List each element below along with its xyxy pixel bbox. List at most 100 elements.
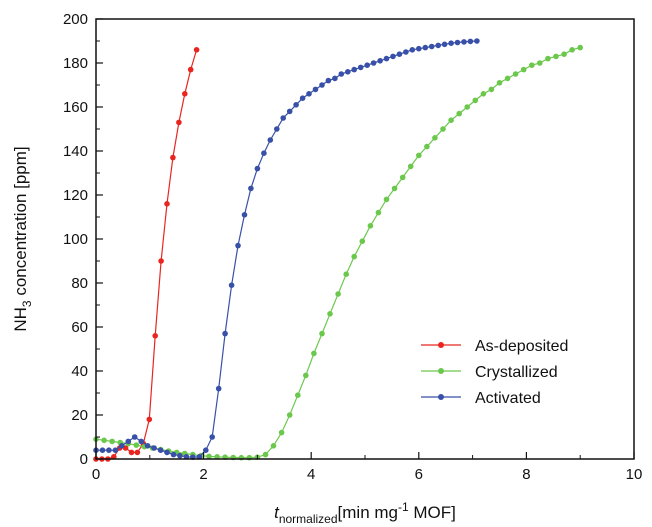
data-point-crystallized-48	[480, 91, 487, 97]
data-point-activated-44	[377, 58, 383, 64]
legend: As-deposited Crystallized Activated	[421, 338, 568, 407]
data-point-activated-34	[312, 86, 319, 93]
data-point-activated-3	[112, 447, 119, 454]
data-point-crystallized-31	[343, 271, 350, 278]
data-point-activated-41	[357, 64, 364, 71]
x-tick-label: 6	[415, 466, 423, 483]
data-point-activated-51	[422, 44, 429, 51]
data-point-crystallized-40	[416, 152, 422, 159]
data-point-crystallized-54	[529, 62, 535, 68]
y-tick-label: 180	[63, 55, 88, 72]
plot-frame	[95, 18, 635, 460]
data-point-activated-55	[448, 40, 454, 46]
data-point-activated-13	[177, 452, 183, 459]
data-point-crystallized-59	[569, 47, 575, 53]
data-point-activated-10	[157, 447, 164, 454]
series-line-as-deposited	[96, 49, 198, 460]
data-point-activated-17	[203, 447, 209, 454]
data-point-crystallized-34	[367, 223, 374, 229]
data-point-crystallized-56	[545, 55, 551, 62]
data-point-activated-11	[164, 449, 170, 456]
data-point-crystallized-44	[448, 117, 454, 123]
data-point-activated-21	[228, 282, 235, 289]
data-point-activated-56	[454, 39, 461, 46]
data-point-crystallized-5	[133, 442, 140, 448]
y-tick-label: 100	[63, 231, 88, 248]
data-point-as-deposited-6	[128, 449, 135, 456]
data-point-activated-12	[170, 451, 177, 458]
y-tick-label: 160	[63, 99, 88, 116]
data-point-as-deposited-12	[164, 201, 170, 207]
data-point-as-deposited-10	[152, 333, 158, 339]
data-point-activated-49	[409, 47, 416, 53]
data-point-crystallized-30	[335, 291, 341, 297]
y-tick-label: 120	[63, 187, 88, 204]
data-point-crystallized-36	[383, 196, 390, 203]
data-point-activated-16	[196, 454, 203, 460]
legend-item-crystallized: Crystallized	[421, 364, 558, 381]
data-point-activated-52	[428, 43, 435, 50]
data-point-crystallized-26	[303, 372, 309, 379]
data-point-crystallized-52	[512, 71, 519, 77]
data-point-crystallized-39	[407, 163, 414, 170]
data-point-as-deposited-9	[146, 416, 153, 423]
data-point-activated-7	[138, 438, 144, 445]
data-point-crystallized-1	[101, 437, 107, 444]
data-point-crystallized-25	[295, 392, 301, 399]
data-point-activated-46	[390, 53, 396, 60]
data-point-crystallized-57	[553, 53, 559, 60]
data-point-crystallized-2	[109, 438, 115, 445]
y-tick-label: 0	[80, 451, 88, 468]
data-point-crystallized-53	[520, 66, 527, 73]
data-point-crystallized-23	[278, 429, 285, 436]
data-point-activated-47	[396, 51, 403, 57]
data-point-activated-30	[286, 108, 293, 115]
data-point-activated-35	[319, 82, 325, 88]
data-point-crystallized-28	[319, 330, 325, 337]
data-point-as-deposited-3	[111, 454, 117, 460]
y-tick-label: 40	[71, 363, 88, 380]
legend-item-activated: Activated	[421, 390, 541, 407]
data-point-activated-45	[383, 55, 390, 62]
y-tick-label: 80	[71, 275, 88, 292]
x-tick-label: 4	[307, 466, 315, 483]
data-point-activated-50	[416, 45, 422, 52]
data-point-crystallized-33	[359, 238, 366, 244]
data-point-activated-25	[254, 165, 261, 172]
data-point-as-deposited-11	[158, 258, 164, 264]
data-point-activated-27	[267, 137, 274, 143]
legend-marker-crystallized	[438, 368, 444, 374]
data-point-crystallized-37	[391, 185, 398, 192]
data-point-as-deposited-17	[193, 47, 200, 53]
data-point-crystallized-22	[270, 443, 277, 449]
data-point-activated-9	[151, 445, 157, 451]
data-point-activated-4	[119, 443, 125, 449]
data-point-crystallized-49	[488, 86, 495, 93]
x-tick-label: 2	[199, 466, 207, 483]
data-point-activated-38	[338, 71, 345, 77]
data-point-activated-32	[299, 95, 306, 101]
data-point-activated-2	[106, 447, 112, 454]
data-point-activated-54	[441, 41, 448, 48]
data-point-crystallized-46	[464, 104, 471, 110]
legend-label-activated: Activated	[475, 390, 541, 407]
y-tick-label: 200	[63, 11, 88, 28]
data-point-as-deposited-7	[134, 449, 141, 456]
data-point-crystallized-58	[561, 51, 567, 57]
data-point-activated-6	[131, 434, 138, 440]
legend-label-as-deposited: As-deposited	[475, 338, 568, 355]
data-point-crystallized-32	[351, 253, 358, 260]
data-point-crystallized-21	[262, 451, 269, 458]
data-point-activated-43	[370, 60, 377, 66]
x-tick-label: 8	[522, 466, 530, 483]
data-point-crystallized-35	[375, 209, 382, 216]
data-point-crystallized-15	[214, 454, 220, 460]
data-point-activated-59	[474, 38, 480, 44]
data-point-crystallized-50	[496, 80, 503, 86]
data-point-crystallized-24	[286, 412, 293, 418]
data-point-as-deposited-16	[187, 66, 194, 73]
y-axis-title: NH3 concentration [ppm]	[11, 146, 34, 331]
data-point-crystallized-60	[577, 44, 583, 51]
